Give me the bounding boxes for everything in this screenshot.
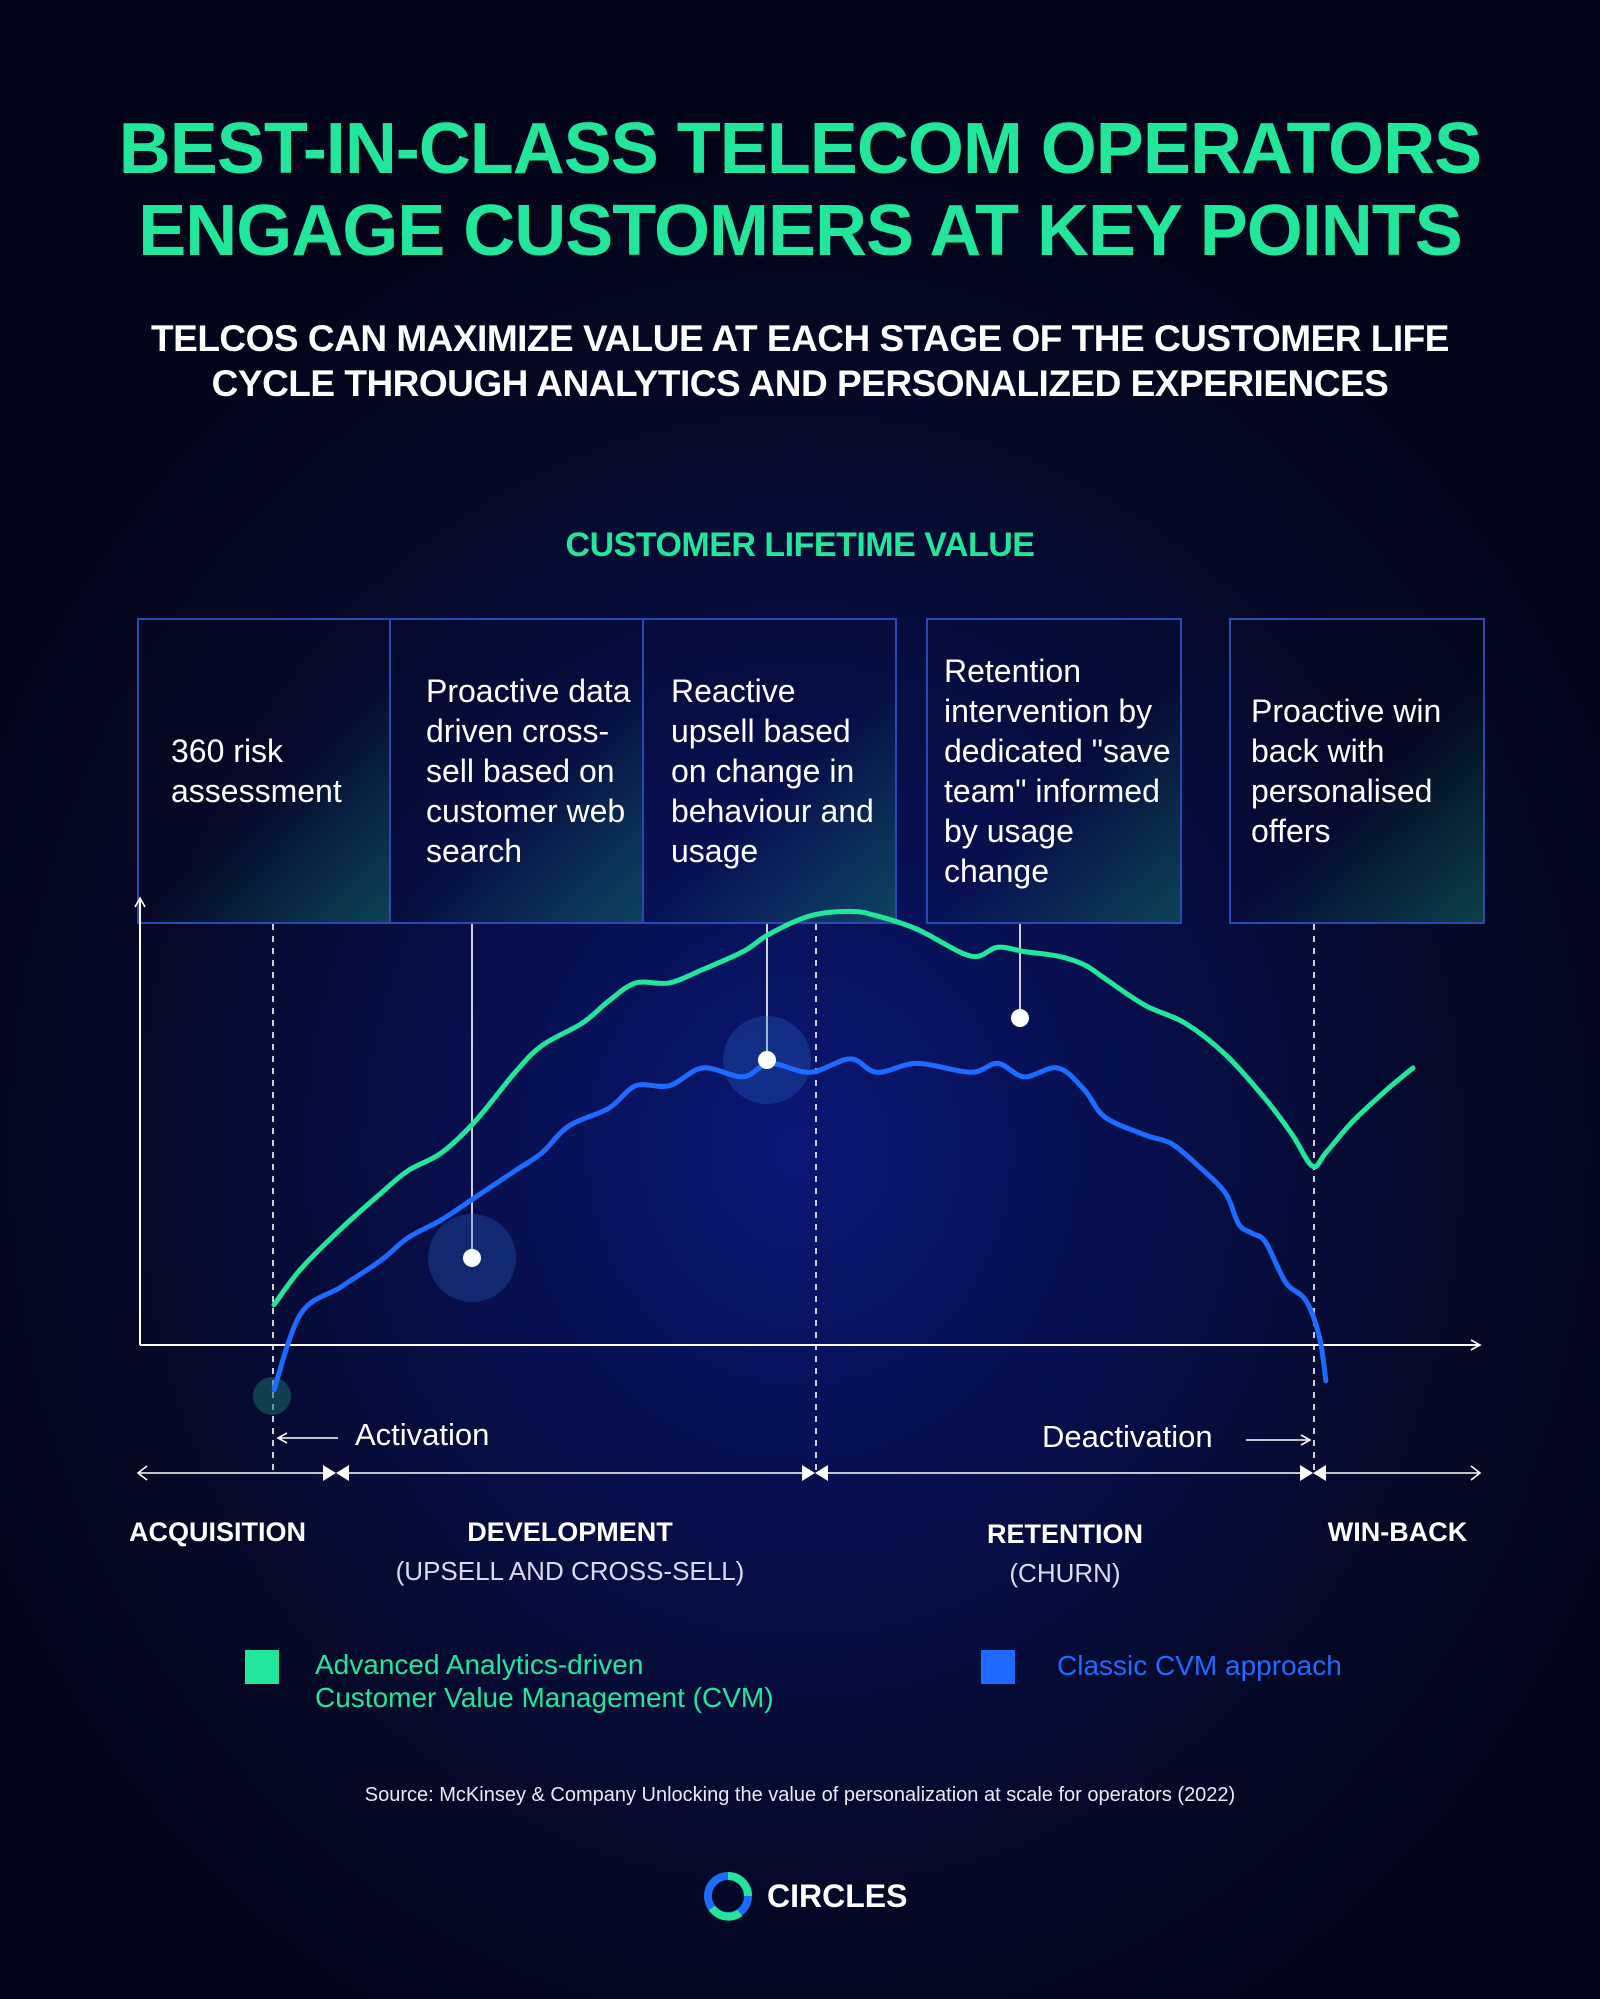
page-subtitle: TELCOS CAN MAXIMIZE VALUE AT EACH STAGE … (0, 316, 1600, 406)
stage-retention-sub: (CHURN) (1009, 1558, 1121, 1588)
stage-retention: RETENTION (986, 1519, 1143, 1549)
timeline-bowties (323, 1465, 1326, 1481)
legend-advanced-line-2: Customer Value Management (CVM) (315, 1682, 774, 1713)
bowtie-1b (336, 1465, 349, 1481)
deactivation-label: Deactivation (1042, 1419, 1213, 1454)
point-retention (1011, 1009, 1029, 1027)
series-line-classic-cvm (271, 1056, 1329, 1393)
annotation-text: Retention intervention by dedicated "sav… (944, 653, 1171, 889)
title-line-2: ENGAGE CUSTOMERS AT KEY POINTS (138, 191, 1463, 271)
bowtie-3b (1313, 1465, 1326, 1481)
legend-label-advanced: Advanced Analytics-driven Customer Value… (315, 1648, 774, 1714)
activation-label: Activation (355, 1417, 490, 1452)
source-note: Source: McKinsey & Company Unlocking the… (364, 1784, 1236, 1806)
stage-acquisition: ACQUISITION (128, 1517, 306, 1547)
circles-logo-icon (704, 1872, 752, 1921)
stage-development: DEVELOPMENT (467, 1517, 673, 1547)
glow-start (253, 1377, 291, 1415)
annotation-text: Proactive win back with personalised off… (1251, 693, 1442, 849)
brand-name: CIRCLES (767, 1878, 908, 1914)
bowtie-1a (323, 1465, 336, 1481)
annotation-box-cross-sell: Proactive data driven cross-sell based o… (389, 618, 644, 924)
timeline-arrow-left (136, 1465, 148, 1481)
title-line-1: BEST-IN-CLASS TELECOM OPERATORS (118, 109, 1482, 189)
bowtie-2b (815, 1465, 828, 1481)
subtitle-line-1: TELCOS CAN MAXIMIZE VALUE AT EACH STAGE … (151, 318, 1449, 359)
annotation-box-risk-assessment: 360 risk assessment (137, 618, 391, 924)
subtitle-line-2: CYCLE THROUGH ANALYTICS AND PERSONALIZED… (211, 363, 1389, 404)
page-title: BEST-IN-CLASS TELECOM OPERATORS ENGAGE C… (0, 108, 1600, 272)
legend-swatch-classic (981, 1650, 1015, 1684)
stage-timeline (136, 1465, 1482, 1481)
annotation-box-upsell: Reactive upsell based on change in behav… (642, 618, 897, 924)
stage-development-sub: (UPSELL AND CROSS-SELL) (395, 1556, 745, 1586)
annotation-box-retention: Retention intervention by dedicated "sav… (926, 618, 1182, 924)
legend-swatch-advanced (245, 1650, 279, 1684)
stage-win-back: WIN-BACK (1327, 1517, 1468, 1547)
timeline-arrow-right (1470, 1465, 1482, 1481)
bowtie-2a (802, 1465, 815, 1481)
bowtie-3a (1300, 1465, 1313, 1481)
point-upsell (758, 1051, 776, 1069)
chart-title: CUSTOMER LIFETIME VALUE (565, 526, 1035, 564)
annotation-text: Proactive data driven cross-sell based o… (426, 673, 631, 869)
legend-label-classic: Classic CVM approach (1057, 1650, 1342, 1681)
stage-separators (272, 924, 1315, 1470)
annotation-text: 360 risk assessment (171, 733, 342, 809)
annotation-text: Reactive upsell based on change in behav… (671, 673, 874, 869)
point-cross-sell (463, 1249, 481, 1267)
legend-advanced-line-1: Advanced Analytics-driven (315, 1649, 644, 1680)
annotation-box-win-back: Proactive win back with personalised off… (1229, 618, 1485, 924)
series-line-advanced-cvm (271, 908, 1416, 1308)
